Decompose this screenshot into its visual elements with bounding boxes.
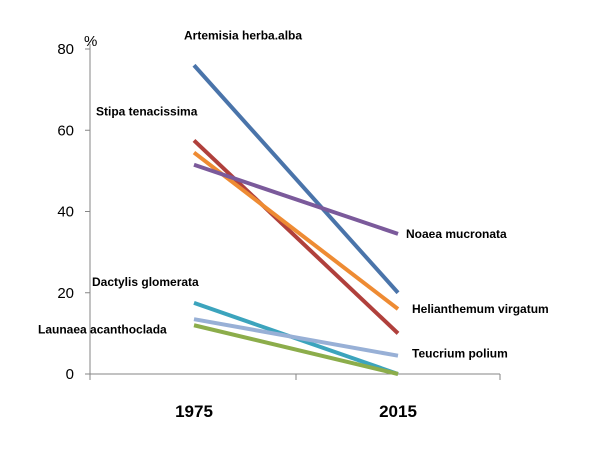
- series-label: Dactylis glomerata: [92, 275, 199, 289]
- series-lines: [192, 63, 400, 376]
- series-label: Helianthemum virgatum: [412, 302, 549, 316]
- series-label: Noaea mucronata: [406, 227, 507, 241]
- series-line: [192, 138, 400, 335]
- y-tick-label: 60: [57, 122, 74, 139]
- series-label: Launaea acanthoclada: [38, 322, 167, 336]
- x-tick-label: 2015: [379, 402, 417, 421]
- y-tick-label: 20: [57, 285, 74, 302]
- x-tick-label: 1975: [175, 402, 213, 421]
- series-label: Teucrium polium: [412, 347, 508, 361]
- y-tick-label: 80: [57, 41, 74, 58]
- series-label: Stipa tenacissima: [96, 104, 198, 118]
- series-line: [193, 317, 399, 358]
- series-line: [192, 151, 400, 311]
- axes: 0 20 40 60 80 1975 2015: [57, 41, 501, 421]
- series-line: [193, 162, 399, 236]
- series-line: [193, 323, 399, 376]
- y-tick-label: 40: [57, 204, 74, 221]
- y-tick-label: 0: [66, 366, 74, 383]
- series-labels: Artemisia herba.alba Stipa tenacissima Hel…: [38, 28, 549, 360]
- series-label: Artemisia herba.alba: [184, 28, 302, 42]
- y-axis-unit-label: %: [84, 33, 97, 50]
- series-line: [192, 63, 400, 295]
